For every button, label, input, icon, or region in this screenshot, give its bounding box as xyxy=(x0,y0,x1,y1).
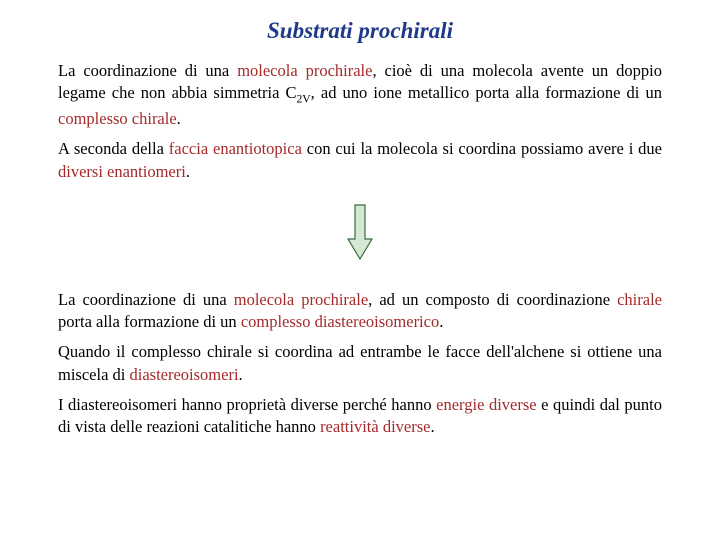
paragraph-4: Quando il complesso chirale si coordina … xyxy=(58,341,662,386)
paragraph-3: La coordinazione di una molecola prochir… xyxy=(58,289,662,334)
page-title: Substrati prochirali xyxy=(58,18,662,44)
arrow-container xyxy=(58,203,662,261)
down-arrow-icon xyxy=(346,203,374,261)
paragraph-1: La coordinazione di una molecola prochir… xyxy=(58,60,662,130)
paragraph-5: I diastereoisomeri hanno proprietà diver… xyxy=(58,394,662,439)
paragraph-2: A seconda della faccia enantiotopica con… xyxy=(58,138,662,183)
